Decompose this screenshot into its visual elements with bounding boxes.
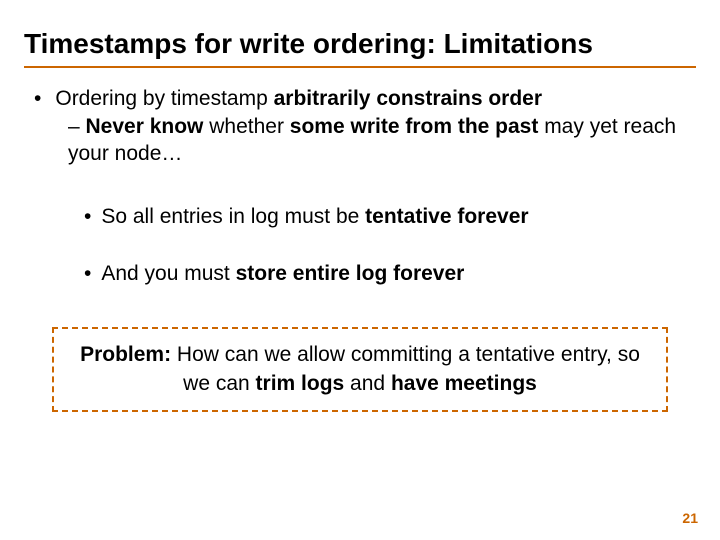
- bullet-dot-icon: •: [84, 260, 91, 287]
- text-run: So all entries in log must be: [101, 205, 365, 228]
- text-bold: some write from the past: [290, 115, 539, 138]
- text-run: And you must: [101, 262, 235, 285]
- text-bold: arbitrarily constrains order: [274, 87, 542, 110]
- text-bold: tentative forever: [365, 205, 528, 228]
- bullet-text: So all entries in log must be tentative …: [101, 203, 528, 230]
- bullet-text: And you must store entire log forever: [101, 260, 464, 287]
- text-bold: trim logs: [256, 372, 345, 395]
- bullet-level1: • Ordering by timestamp arbitrarily cons…: [34, 86, 696, 112]
- text-run: Ordering by timestamp: [55, 87, 273, 110]
- text-bold: store entire log forever: [236, 262, 465, 285]
- bullet-level3: • And you must store entire log forever: [84, 260, 696, 287]
- text-run: whether: [203, 115, 289, 138]
- text-bold: Never know: [86, 115, 204, 138]
- slide: Timestamps for write ordering: Limitatio…: [0, 0, 720, 540]
- slide-title: Timestamps for write ordering: Limitatio…: [24, 28, 696, 68]
- text-run: and: [344, 372, 391, 395]
- text-bold: have meetings: [391, 372, 537, 395]
- bullet-dot-icon: •: [84, 203, 91, 230]
- bullet-dot-icon: •: [34, 86, 41, 112]
- bullet-level2: – Never know whether some write from the…: [68, 114, 696, 167]
- bullet-text: Ordering by timestamp arbitrarily constr…: [55, 86, 542, 112]
- dash-icon: –: [68, 115, 86, 138]
- page-number: 21: [682, 510, 698, 526]
- problem-label: Problem:: [80, 343, 171, 366]
- bullet-level3: • So all entries in log must be tentativ…: [84, 203, 696, 230]
- problem-callout: Problem: How can we allow committing a t…: [52, 327, 668, 412]
